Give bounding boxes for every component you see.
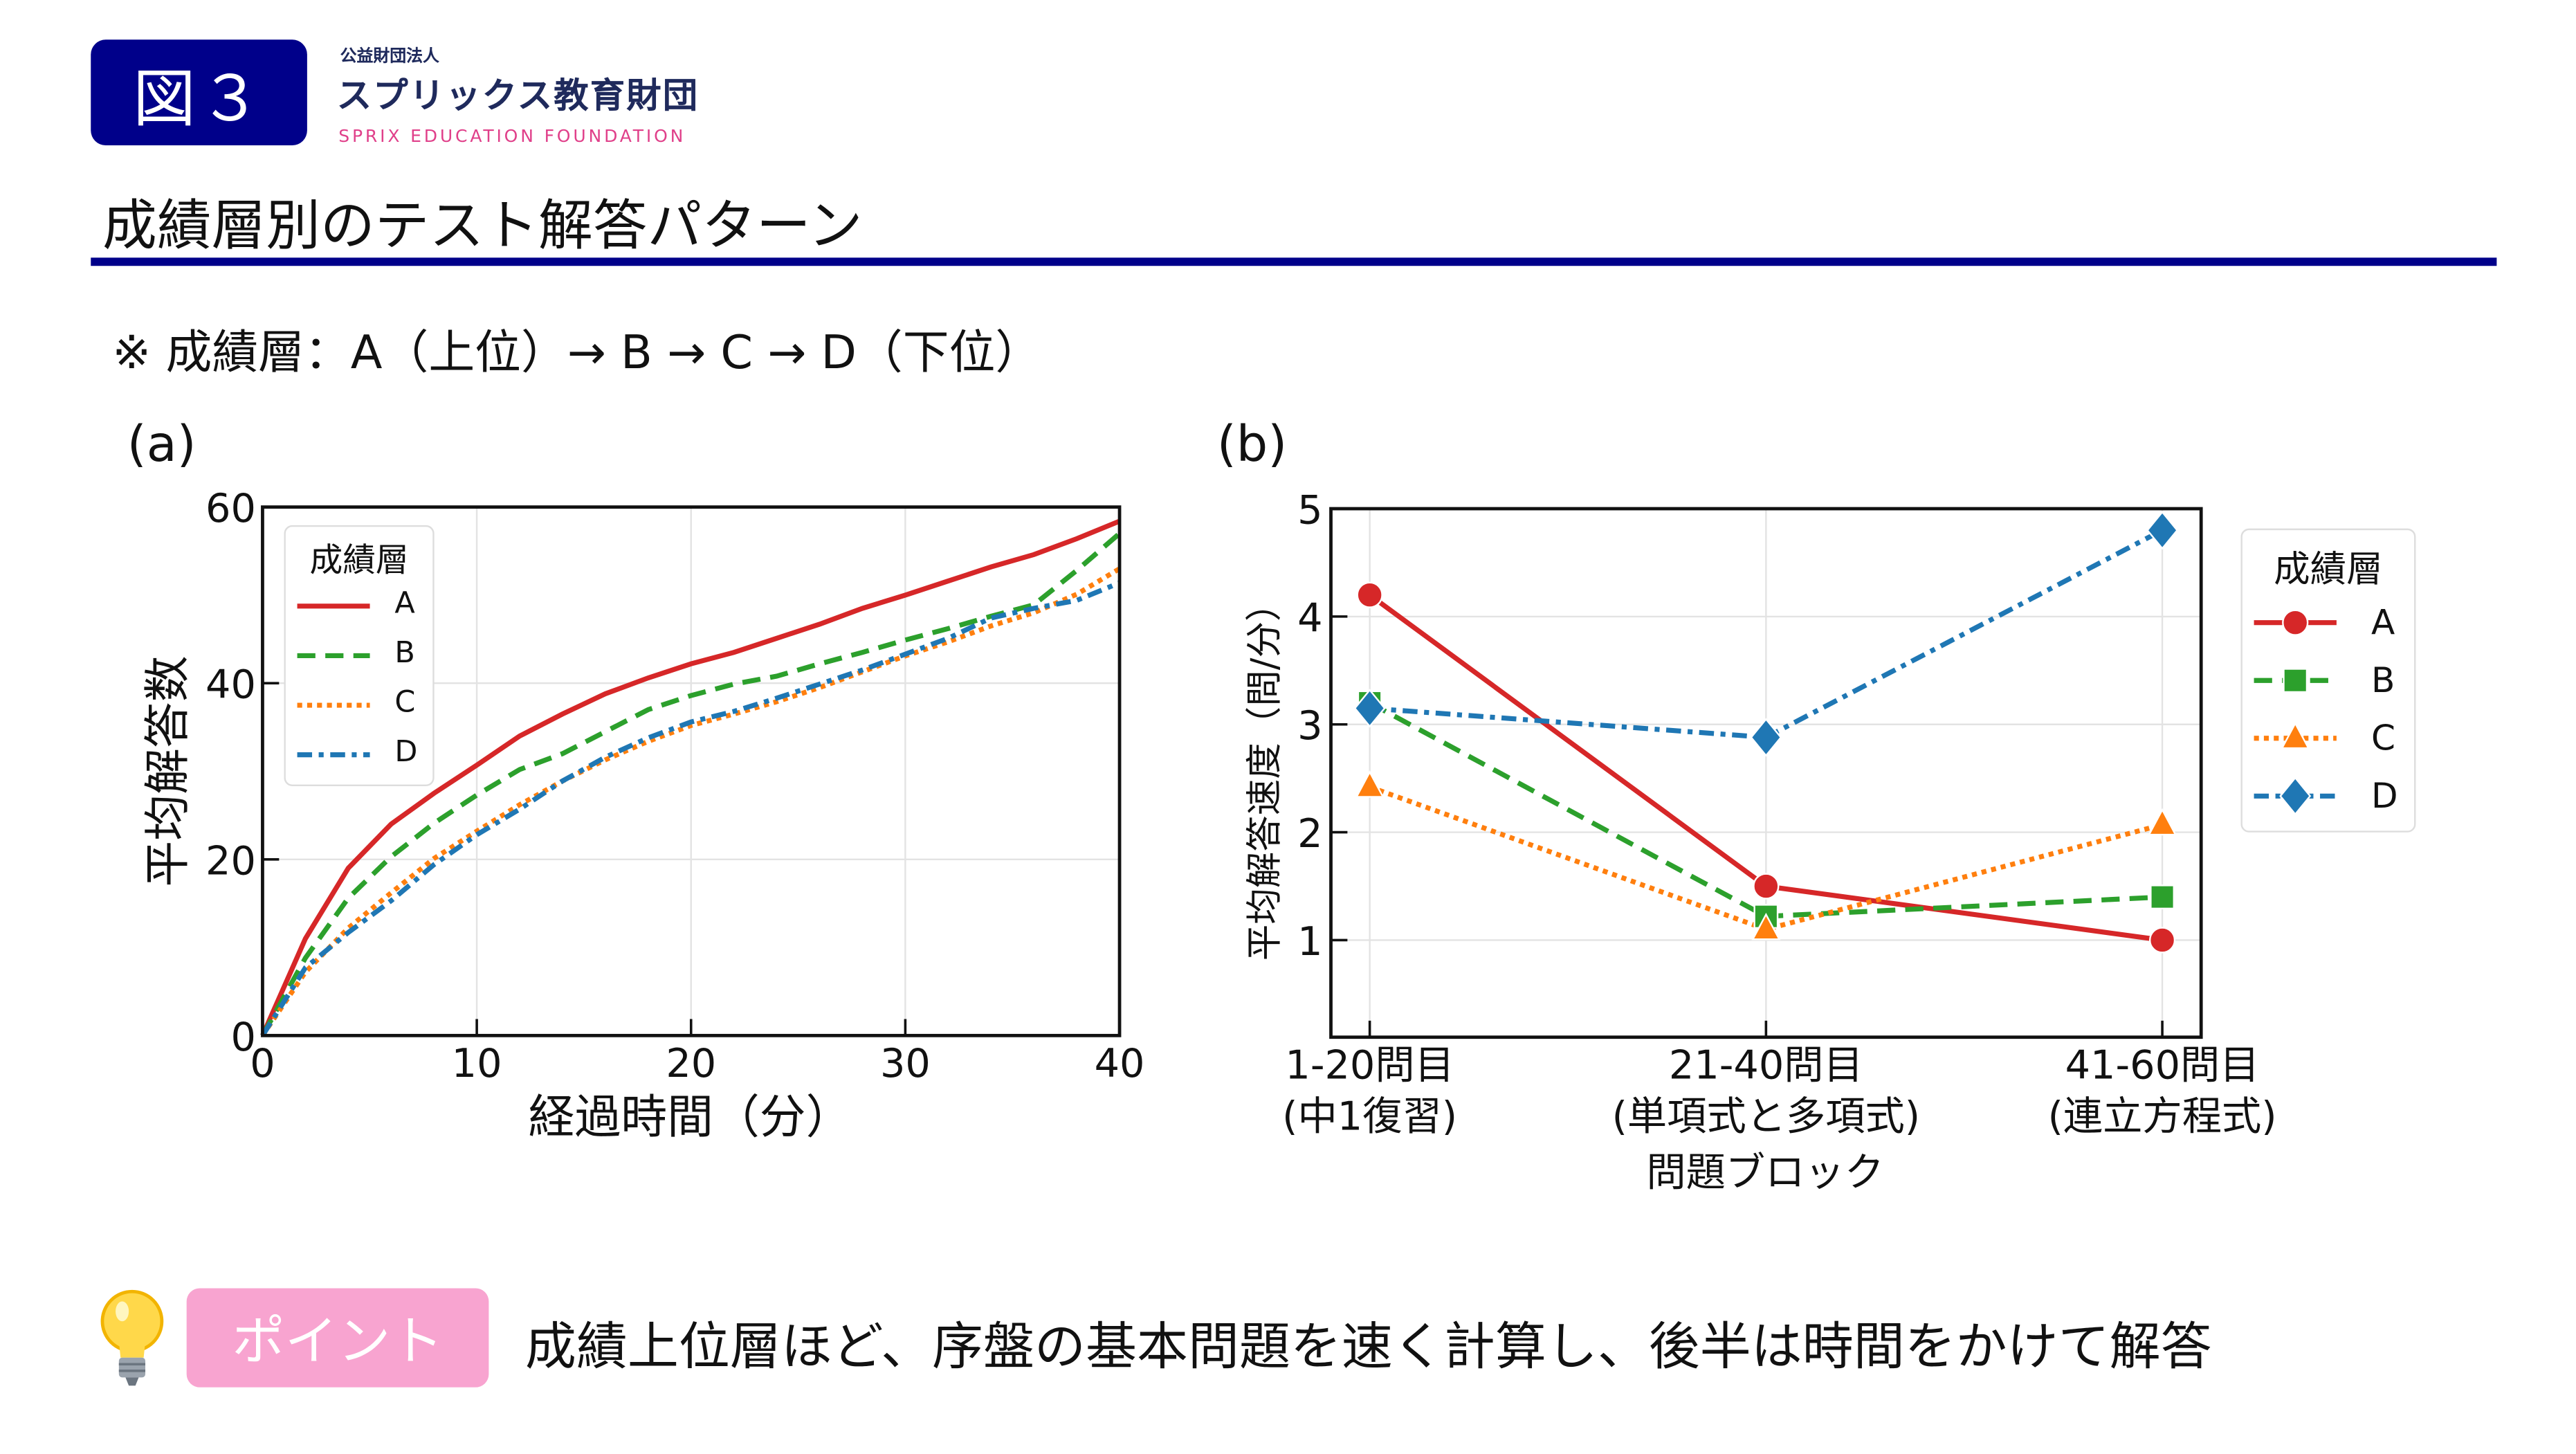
plot-frame-a xyxy=(261,505,1122,1037)
x-tick-label: 1-20問目 xyxy=(1285,1042,1454,1088)
legend-label: B xyxy=(2371,660,2395,700)
x-tick-label: (連立方程式) xyxy=(2048,1093,2277,1139)
legend-item-C: C xyxy=(286,685,432,725)
legend-title: 成績層 xyxy=(309,540,409,580)
figure-badge: 図３ xyxy=(91,39,307,146)
x-tick-label: (中1復習) xyxy=(1282,1093,1457,1139)
legend-label: D xyxy=(394,734,418,770)
org-name: スプリックス教育財団 xyxy=(336,75,700,116)
data-point-A xyxy=(1356,581,1383,608)
legend-label: C xyxy=(2371,718,2396,758)
y-tick-label: 1 xyxy=(1297,918,1322,965)
legend-swatch xyxy=(297,603,370,609)
series-line-D xyxy=(260,580,1121,1037)
y-tick-label: 40 xyxy=(205,662,256,708)
legend-item-A: A xyxy=(2242,603,2414,642)
legend-item-D: D xyxy=(286,735,432,774)
legend-swatch xyxy=(297,702,370,708)
point-text: 成績上位層ほど、序盤の基本問題を速く計算し、後半は時間をかけて解答 xyxy=(524,1318,2212,1378)
legend-marker-icon xyxy=(2282,609,2309,636)
y-tick-label: 5 xyxy=(1297,487,1322,534)
point-badge: ポイント xyxy=(186,1288,489,1388)
data-point-D xyxy=(1750,718,1782,757)
legend-marker-icon xyxy=(2283,668,2308,693)
tier-note: ※ 成績層：A（上位）→ B → C → D（下位） xyxy=(112,325,1042,380)
org-name-en: SPRIX EDUCATION FOUNDATION xyxy=(338,127,686,147)
data-point-D xyxy=(2146,511,2179,550)
y-tick-label: 3 xyxy=(1297,702,1322,749)
legend-marker-icon xyxy=(2281,721,2310,749)
data-point-A xyxy=(1753,873,1780,900)
legend-label: A xyxy=(2371,603,2395,643)
series-line-C xyxy=(260,566,1121,1037)
data-point-A xyxy=(2148,927,2176,954)
x-tick-label: 30 xyxy=(880,1040,931,1087)
y-axis-title-a: 平均解答数 xyxy=(140,655,195,887)
legend-item-A: A xyxy=(286,586,432,626)
legend-title: 成績層 xyxy=(2274,549,2383,592)
x-tick-label: 41-60問目 xyxy=(2065,1042,2260,1088)
data-point-C xyxy=(2147,808,2177,836)
y-tick-label: 0 xyxy=(230,1014,255,1060)
legend-item-C: C xyxy=(2242,718,2414,758)
series-line-A xyxy=(260,518,1121,1037)
x-tick-label: 40 xyxy=(1095,1040,1145,1087)
legend-swatch xyxy=(2254,776,2337,816)
x-tick-label: 20 xyxy=(666,1040,716,1087)
legend-item-D: D xyxy=(2242,776,2414,816)
legend-marker-icon xyxy=(2279,776,2312,816)
data-point-C xyxy=(1751,912,1781,940)
data-point-D xyxy=(1353,689,1386,728)
legend-swatch xyxy=(297,752,370,758)
legend-swatch xyxy=(2254,668,2337,693)
page-title: 成績層別のテスト解答パターン xyxy=(102,193,863,258)
legend-label: D xyxy=(2371,776,2398,816)
y-tick-label: 60 xyxy=(205,485,256,531)
plot-frame-b xyxy=(1329,507,2203,1039)
y-axis-title-b: 平均解答速度（問/分） xyxy=(1245,585,1287,961)
x-tick-label: 0 xyxy=(250,1040,275,1087)
y-tick-label: 4 xyxy=(1297,594,1322,641)
legend-item-B: B xyxy=(286,636,432,675)
data-point-C xyxy=(1355,770,1385,798)
x-axis-title-b: 問題ブロック xyxy=(1646,1149,1884,1196)
panel-label-a: (a) xyxy=(127,416,197,474)
legend-item-B: B xyxy=(2242,661,2414,700)
y-tick-label: 2 xyxy=(1297,810,1322,857)
x-tick-label: 10 xyxy=(452,1040,502,1087)
x-axis-title-a: 経過時間（分） xyxy=(528,1090,852,1145)
legend-label: B xyxy=(394,635,415,671)
legend-swatch xyxy=(2254,609,2337,636)
legend-swatch xyxy=(297,653,370,659)
x-tick-label: (単項式と多項式) xyxy=(1612,1093,1921,1139)
x-tick-label: 21-40問目 xyxy=(1669,1042,1863,1088)
legend-swatch xyxy=(2254,721,2337,749)
data-point-B xyxy=(2150,884,2175,910)
lightbulb-icon xyxy=(100,1289,164,1386)
org-type: 公益財団法人 xyxy=(340,48,439,66)
legend-label: A xyxy=(394,586,415,621)
legend-label: C xyxy=(394,685,416,720)
y-tick-label: 20 xyxy=(205,837,256,884)
panel-label-b: (b) xyxy=(1216,416,1288,474)
series-line-B xyxy=(260,531,1122,1037)
title-divider xyxy=(91,257,2497,266)
